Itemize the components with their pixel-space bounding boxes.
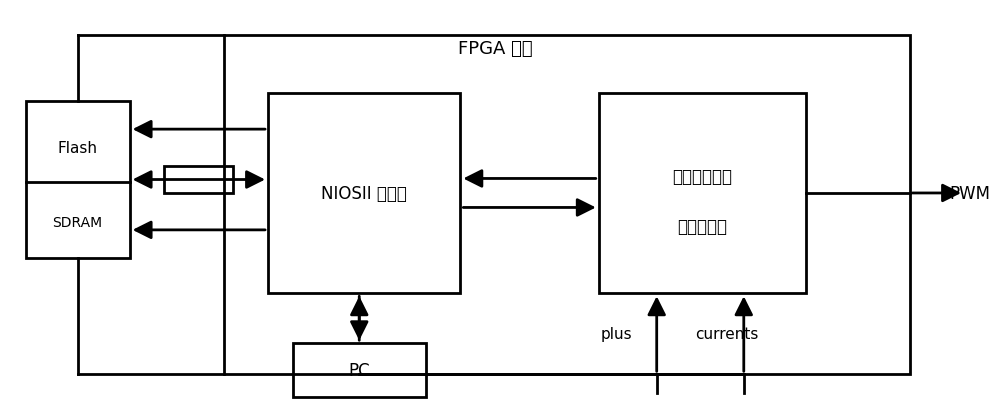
Text: 速度电流双闭: 速度电流双闭 (672, 168, 732, 186)
Bar (224, 35, 910, 374)
Text: NIOSII 处理器: NIOSII 处理器 (321, 185, 407, 203)
Bar (293, 343, 426, 397)
Text: plus: plus (601, 327, 632, 342)
Text: Flash: Flash (57, 141, 97, 156)
Text: currents: currents (695, 327, 759, 342)
Text: SDRAM: SDRAM (52, 216, 102, 230)
Text: PC: PC (348, 362, 370, 380)
Bar (599, 93, 806, 294)
Bar (164, 166, 233, 193)
Bar (26, 101, 130, 258)
Text: PWM: PWM (949, 185, 990, 203)
Text: FPGA 芯片: FPGA 芯片 (458, 40, 532, 58)
Bar (268, 93, 460, 294)
Text: 环控制电路: 环控制电路 (677, 218, 727, 236)
